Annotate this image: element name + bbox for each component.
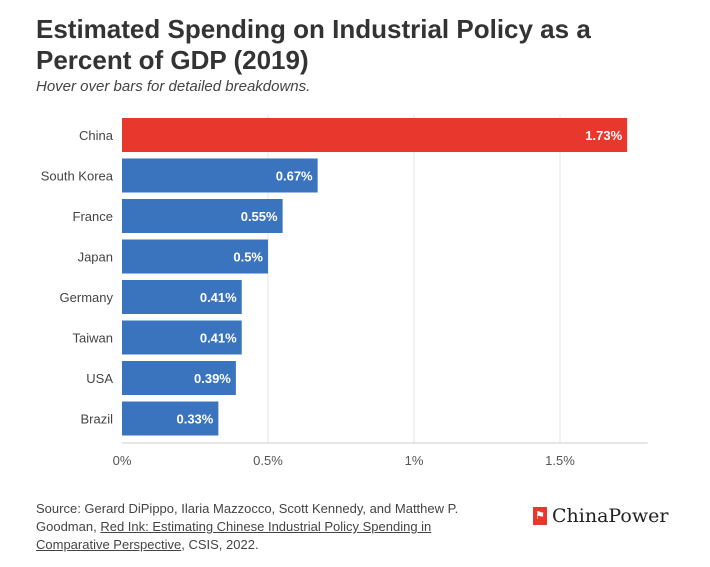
- data-label: 0.33%: [176, 412, 213, 427]
- category-label: South Korea: [41, 169, 114, 184]
- source-prefix: Source: Gerard DiPippo, Ilaria Mazzocco,…: [36, 501, 459, 534]
- bar-germany[interactable]: [122, 280, 242, 314]
- source-link[interactable]: Red Ink: Estimating Chinese Industrial P…: [36, 519, 432, 552]
- data-label: 0.41%: [200, 331, 237, 346]
- category-label: Germany: [60, 290, 114, 305]
- category-label: China: [79, 128, 114, 143]
- x-tick-label: 0.5%: [253, 453, 283, 468]
- source-suffix: , CSIS, 2022.: [181, 537, 259, 552]
- category-label: Brazil: [80, 412, 113, 427]
- bar-brazil[interactable]: [122, 401, 219, 436]
- logo-icon: ⚑: [533, 507, 547, 525]
- bar-japan[interactable]: [122, 239, 268, 274]
- chart-subtitle: Hover over bars for detailed breakdowns.: [36, 78, 311, 95]
- data-label: 0.67%: [276, 169, 313, 184]
- x-tick-label: 1.5%: [545, 453, 575, 468]
- bar-chart: 0% 0.5% 1% 1.5% China 1.73% South Korea 0.67% Fr…: [41, 115, 648, 468]
- data-label: 0.55%: [241, 209, 278, 224]
- category-label: Taiwan: [73, 331, 113, 346]
- bar-taiwan[interactable]: [122, 320, 242, 355]
- bar-usa[interactable]: [122, 361, 236, 395]
- bar-china[interactable]: [122, 118, 628, 152]
- x-tick-label: 1%: [405, 453, 424, 468]
- x-tick-label: 0%: [113, 453, 132, 468]
- bar-south-korea[interactable]: [122, 158, 318, 193]
- chart-title: Estimated Spending on Industrial Policy …: [36, 14, 591, 75]
- data-label: 0.39%: [194, 371, 231, 386]
- category-label: USA: [86, 371, 113, 386]
- logo-text: ChinaPower: [552, 505, 669, 527]
- category-label: Japan: [78, 250, 113, 265]
- bar-france[interactable]: [122, 199, 283, 233]
- data-label: 1.73%: [585, 128, 622, 143]
- category-label: France: [73, 209, 113, 224]
- data-label: 0.5%: [233, 250, 263, 265]
- source-note: Source: Gerard DiPippo, Ilaria Mazzocco,…: [36, 500, 506, 554]
- data-label: 0.41%: [200, 290, 237, 305]
- chinapower-logo[interactable]: ⚑ ChinaPower: [533, 505, 668, 527]
